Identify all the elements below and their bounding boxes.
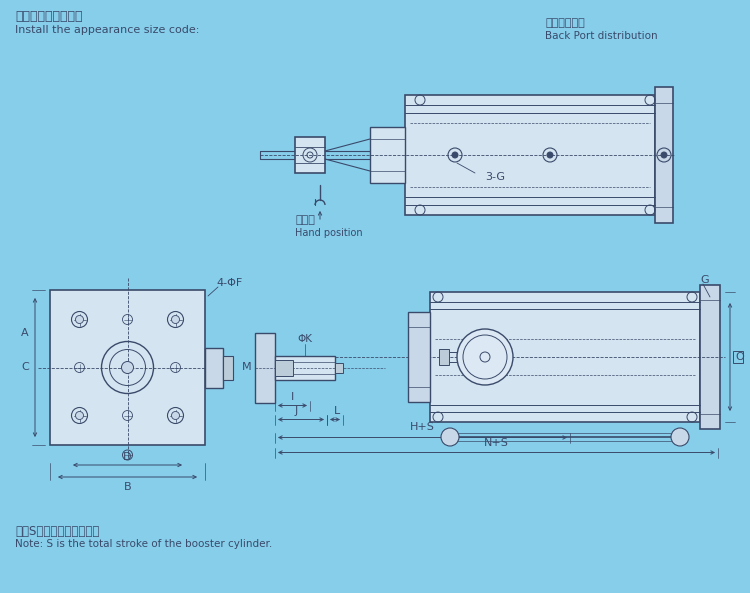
Circle shape xyxy=(452,152,458,158)
Circle shape xyxy=(172,315,179,324)
Text: ΦK: ΦK xyxy=(298,334,313,345)
Text: Hand position: Hand position xyxy=(295,228,363,238)
Text: O: O xyxy=(736,352,744,362)
Bar xyxy=(205,347,223,387)
Text: 3-G: 3-G xyxy=(485,172,505,182)
Text: Note: S is the total stroke of the booster cylinder.: Note: S is the total stroke of the boost… xyxy=(15,539,272,549)
Bar xyxy=(700,285,720,429)
Text: H+S: H+S xyxy=(410,422,435,432)
Bar xyxy=(223,355,233,380)
Text: 安装外观尺寸代码：: 安装外观尺寸代码： xyxy=(15,10,82,23)
Bar xyxy=(408,312,430,402)
Text: 注：S为增压缸的总行程。: 注：S为增压缸的总行程。 xyxy=(15,525,99,538)
Bar xyxy=(405,95,655,215)
Bar xyxy=(50,290,205,445)
Bar xyxy=(370,127,405,183)
Circle shape xyxy=(172,412,179,419)
Bar xyxy=(335,362,343,372)
Bar xyxy=(255,333,275,403)
Circle shape xyxy=(547,152,553,158)
Bar xyxy=(430,292,700,422)
Text: A: A xyxy=(21,329,28,339)
Bar xyxy=(439,349,449,365)
Circle shape xyxy=(122,362,134,374)
Bar xyxy=(295,137,325,173)
Text: J: J xyxy=(294,406,298,416)
Bar xyxy=(275,355,335,380)
Text: 背面气口分布: 背面气口分布 xyxy=(545,18,585,28)
Text: Install the appearance size code:: Install the appearance size code: xyxy=(15,25,200,35)
Circle shape xyxy=(76,412,83,419)
Text: N+S: N+S xyxy=(484,438,509,448)
Text: Back Port distribution: Back Port distribution xyxy=(545,31,658,41)
Bar xyxy=(655,87,673,223)
Text: L: L xyxy=(334,406,340,416)
Bar xyxy=(275,359,293,375)
Text: G: G xyxy=(700,275,709,285)
Bar xyxy=(733,351,743,363)
Text: C: C xyxy=(21,362,28,372)
Text: I: I xyxy=(291,393,294,403)
Circle shape xyxy=(457,329,513,385)
Circle shape xyxy=(76,315,83,324)
Text: 扳手位: 扳手位 xyxy=(295,215,315,225)
Circle shape xyxy=(671,428,689,446)
Circle shape xyxy=(661,152,667,158)
Text: M: M xyxy=(242,362,252,372)
Text: 4-ΦF: 4-ΦF xyxy=(217,278,243,288)
Text: D: D xyxy=(123,452,132,462)
Circle shape xyxy=(441,428,459,446)
Text: B: B xyxy=(124,482,131,492)
